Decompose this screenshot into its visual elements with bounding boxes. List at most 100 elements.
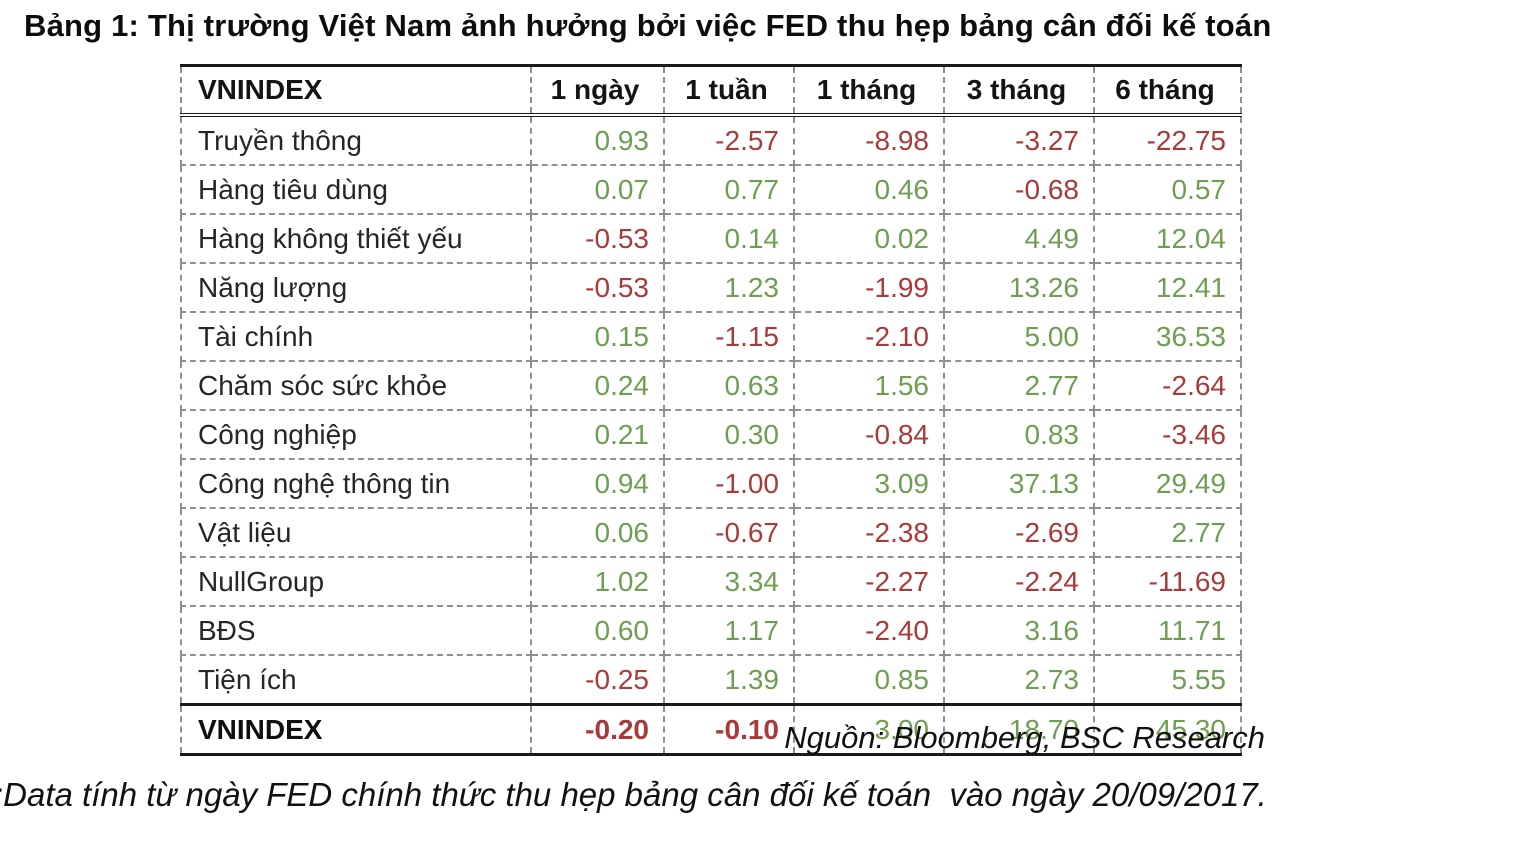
sector-label: Chăm sóc sức khỏe — [180, 360, 532, 411]
value-cell: 13.26 — [943, 262, 1095, 313]
value-cell: 0.24 — [530, 360, 665, 411]
value-cell: 37.13 — [943, 458, 1095, 509]
value-cell: 0.46 — [793, 164, 945, 215]
value-cell: -0.10 — [663, 703, 795, 756]
value-cell: -22.75 — [1093, 114, 1242, 166]
value-cell: 5.00 — [943, 311, 1095, 362]
value-cell: -0.53 — [530, 262, 665, 313]
value-cell: -1.15 — [663, 311, 795, 362]
value-cell: 0.15 — [530, 311, 665, 362]
value-cell: 0.60 — [530, 605, 665, 656]
table-row: Năng lượng -0.53 1.23 -1.99 13.26 12.41 — [180, 262, 1242, 313]
value-cell: 0.06 — [530, 507, 665, 558]
value-cell: -2.64 — [1093, 360, 1242, 411]
value-cell: -0.68 — [943, 164, 1095, 215]
value-cell: 12.41 — [1093, 262, 1242, 313]
sector-label: Hàng không thiết yếu — [180, 213, 532, 264]
sector-label: NullGroup — [180, 556, 532, 607]
value-cell: -1.99 — [793, 262, 945, 313]
sector-label: Tài chính — [180, 311, 532, 362]
sector-label: Truyền thông — [180, 114, 532, 166]
value-cell: -3.46 — [1093, 409, 1242, 460]
value-cell: 3.16 — [943, 605, 1095, 656]
table-row: Chăm sóc sức khỏe 0.24 0.63 1.56 2.77 -2.64 — [180, 360, 1242, 411]
table-row: Hàng không thiết yếu -0.53 0.14 0.02 4.49 12.… — [180, 213, 1242, 264]
period-header: 1 tuần — [663, 64, 795, 117]
sector-label: Tiện ích — [180, 654, 532, 706]
value-cell: 0.07 — [530, 164, 665, 215]
value-cell: 0.63 — [663, 360, 795, 411]
value-cell: -0.84 — [793, 409, 945, 460]
value-cell: 0.94 — [530, 458, 665, 509]
table-row: Tiện ích -0.25 1.39 0.85 2.73 5.55 — [180, 654, 1242, 706]
value-cell: 0.83 — [943, 409, 1095, 460]
sector-performance-table: VNINDEX 1 ngày 1 tuần 1 tháng 3 tháng 6 tháng… — [180, 64, 1242, 756]
period-header: 1 tháng — [793, 64, 945, 117]
value-cell: -0.67 — [663, 507, 795, 558]
value-cell: -2.40 — [793, 605, 945, 656]
header-row: VNINDEX 1 ngày 1 tuần 1 tháng 3 tháng 6 tháng — [180, 64, 1242, 117]
sector-label: Vật liệu — [180, 507, 532, 558]
value-cell: 0.93 — [530, 114, 665, 166]
value-cell: -1.00 — [663, 458, 795, 509]
value-cell: 2.73 — [943, 654, 1095, 706]
value-cell: 1.56 — [793, 360, 945, 411]
value-cell: 1.39 — [663, 654, 795, 706]
value-cell: -0.20 — [530, 703, 665, 756]
sector-label: Hàng tiêu dùng — [180, 164, 532, 215]
value-cell: -8.98 — [793, 114, 945, 166]
sector-label: Công nghệ thông tin — [180, 458, 532, 509]
value-cell: -2.10 — [793, 311, 945, 362]
table-row: Vật liệu 0.06 -0.67 -2.38 -2.69 2.77 — [180, 507, 1242, 558]
value-cell: -0.25 — [530, 654, 665, 706]
value-cell: 0.21 — [530, 409, 665, 460]
value-cell: -2.38 — [793, 507, 945, 558]
value-cell: 36.53 — [1093, 311, 1242, 362]
value-cell: 0.30 — [663, 409, 795, 460]
value-cell: 0.85 — [793, 654, 945, 706]
table-row: Công nghiệp 0.21 0.30 -0.84 0.83 -3.46 — [180, 409, 1242, 460]
value-cell: 12.04 — [1093, 213, 1242, 264]
table-row: Công nghệ thông tin 0.94 -1.00 3.09 37.13 29.… — [180, 458, 1242, 509]
index-header: VNINDEX — [180, 64, 532, 117]
period-header: 6 tháng — [1093, 64, 1242, 117]
value-cell: 2.77 — [943, 360, 1095, 411]
value-cell: 0.57 — [1093, 164, 1242, 215]
sector-label: Năng lượng — [180, 262, 532, 313]
value-cell: 3.00 — [793, 703, 945, 756]
value-cell: 45.30 — [1093, 703, 1242, 756]
value-cell: -2.69 — [943, 507, 1095, 558]
source-note: Nguồn: Bloomberg, BSC Research — [784, 720, 1265, 755]
value-cell: -0.53 — [530, 213, 665, 264]
value-cell: 0.14 — [663, 213, 795, 264]
table-row: BĐS 0.60 1.17 -2.40 3.16 11.71 — [180, 605, 1242, 656]
value-cell: -11.69 — [1093, 556, 1242, 607]
value-cell: 3.09 — [793, 458, 945, 509]
value-cell: 18.70 — [943, 703, 1095, 756]
sector-label: VNINDEX — [180, 703, 532, 756]
table-row: Tài chính 0.15 -1.15 -2.10 5.00 36.53 — [180, 311, 1242, 362]
table-row: NullGroup 1.02 3.34 -2.27 -2.24 -11.69 — [180, 556, 1242, 607]
value-cell: 11.71 — [1093, 605, 1242, 656]
value-cell: -3.27 — [943, 114, 1095, 166]
sector-label: BĐS — [180, 605, 532, 656]
value-cell: 29.49 — [1093, 458, 1242, 509]
table-title: Bảng 1: Thị trường Việt Nam ảnh hưởng bở… — [24, 8, 1272, 43]
value-cell: 0.02 — [793, 213, 945, 264]
value-cell: 0.77 — [663, 164, 795, 215]
value-cell: -2.27 — [793, 556, 945, 607]
table-row: Truyền thông 0.93 -2.57 -8.98 -3.27 -22.75 — [180, 114, 1242, 166]
value-cell: 5.55 — [1093, 654, 1242, 706]
value-cell: -2.24 — [943, 556, 1095, 607]
value-cell: 1.23 — [663, 262, 795, 313]
value-cell: -2.57 — [663, 114, 795, 166]
total-row: VNINDEX -0.20 -0.10 3.00 18.70 45.30 — [180, 703, 1242, 756]
value-cell: 1.17 — [663, 605, 795, 656]
value-cell: 4.49 — [943, 213, 1095, 264]
value-cell: 2.77 — [1093, 507, 1242, 558]
table-row: Hàng tiêu dùng 0.07 0.77 0.46 -0.68 0.57 — [180, 164, 1242, 215]
period-header: 1 ngày — [530, 64, 665, 117]
value-cell: 1.02 — [530, 556, 665, 607]
footnote: :Data tính từ ngày FED chính thức thu hẹ… — [0, 776, 1267, 813]
